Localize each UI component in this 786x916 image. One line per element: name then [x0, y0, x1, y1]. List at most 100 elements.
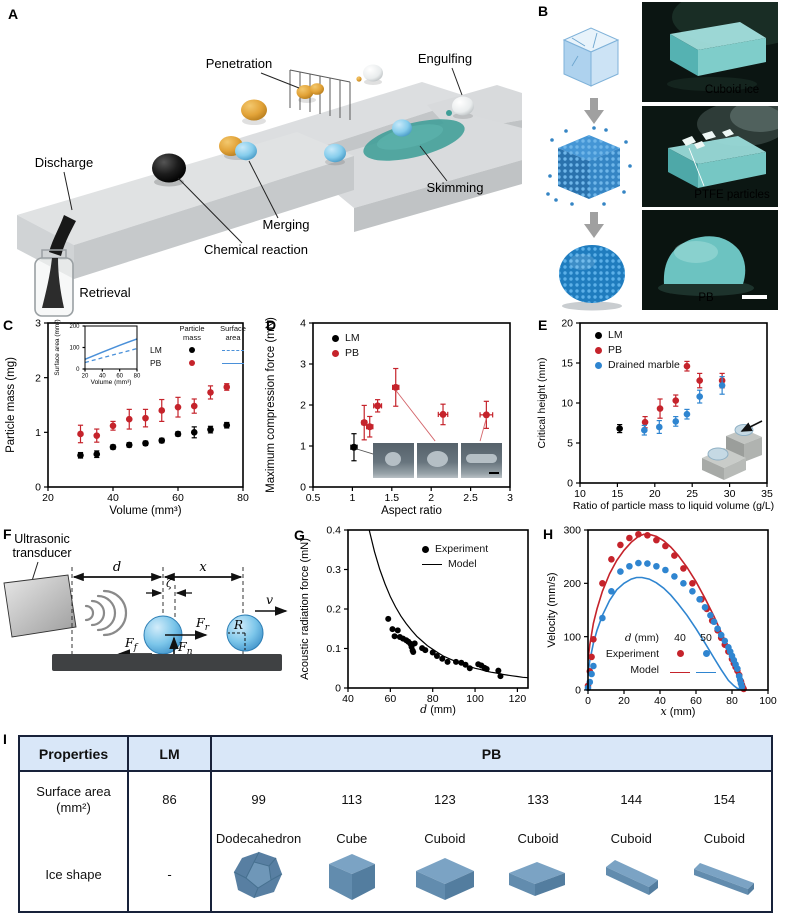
- lm-ice-shape: -: [167, 867, 172, 882]
- svg-text:40: 40: [107, 492, 119, 504]
- scattered-particles: [546, 126, 632, 206]
- svg-text:2: 2: [35, 372, 41, 384]
- svg-text:15: 15: [612, 488, 624, 500]
- svg-text:35: 35: [761, 488, 773, 500]
- panel-g-chart: 40 60 80 100 120 0 0.1 0.2 0.3 0.4 d (mm) Acoustic …: [299, 525, 529, 716]
- experiment-marker: [422, 546, 429, 553]
- discharge-stream: [49, 215, 76, 256]
- panel-f-schematic: Ultrasonic transducer d x ζ Fr Fn Ff: [3, 532, 288, 671]
- lm-line-marker: [222, 349, 244, 351]
- panel-label-b: B: [538, 3, 549, 19]
- legend-model: Model: [448, 557, 477, 570]
- pb-shape-name: Cuboid: [703, 831, 745, 846]
- compression-photo-1: [373, 443, 414, 478]
- svg-text:0: 0: [335, 683, 341, 695]
- label-engulfing: Engulfing: [418, 51, 472, 66]
- ground: [52, 654, 282, 671]
- droplet-penetration-1: [296, 85, 314, 99]
- cuboid-bar-icon: [606, 860, 659, 895]
- d-label: d: [113, 560, 121, 575]
- transducer-label: Ultrasonic transducer: [12, 532, 71, 560]
- svg-text:Ratio of particle mass to liqu: Ratio of particle mass to liquid volume …: [573, 500, 774, 512]
- pb-shape-name: Dodecahedron: [215, 831, 302, 846]
- svg-text:0.5: 0.5: [306, 492, 321, 504]
- svg-text:60: 60: [172, 492, 184, 504]
- panel-a-platform-diagram: Penetration Engulfing Discharge Skimming…: [17, 51, 522, 317]
- svg-text:5: 5: [567, 438, 573, 450]
- particle-coated-cube-icon: [546, 126, 632, 206]
- dodecahedron-icon: [233, 851, 282, 899]
- svg-text:80: 80: [134, 374, 141, 380]
- pb-marker: [189, 360, 195, 367]
- svg-text:40: 40: [342, 693, 354, 705]
- platform-skimming-arm: [302, 115, 522, 232]
- direction-arrow: [740, 420, 763, 432]
- pb-col-6: 154 Cuboid: [678, 772, 771, 911]
- label-merging: Merging: [263, 217, 310, 232]
- model-50-marker: [696, 672, 716, 673]
- panel-g: 40 60 80 100 120 0 0.1 0.2 0.3 0.4 d (mm) Acoustic …: [290, 520, 535, 716]
- svg-text:40: 40: [99, 374, 106, 380]
- svg-text:100: 100: [69, 346, 80, 352]
- svg-text:0.4: 0.4: [326, 525, 341, 537]
- panel-label-f: F: [3, 526, 12, 542]
- legend-col-40: 40: [674, 632, 686, 644]
- force-fr-label: Fr: [195, 615, 210, 633]
- droplet-small-teal: [446, 110, 452, 116]
- droplet-engulfing-top: [363, 64, 383, 82]
- table-header-pb: PB: [212, 737, 771, 772]
- panel-label-a: A: [8, 6, 19, 22]
- cuboid-icon: [509, 862, 566, 896]
- panel-e-legend: LM PB Drained marble: [595, 328, 680, 373]
- legend-col-particle-mass: Particle mass: [179, 324, 205, 342]
- pb-surface-area: 144: [620, 792, 643, 807]
- photo-label: Cuboid ice: [705, 84, 759, 96]
- legend-experiment: Experiment: [435, 542, 489, 555]
- pb-surface-area: 113: [341, 792, 363, 807]
- zeta-label: ζ: [166, 577, 173, 590]
- svg-text:Volume (mm³): Volume (mm³): [91, 379, 132, 386]
- svg-text:200: 200: [563, 578, 581, 590]
- svg-text:1: 1: [349, 492, 355, 504]
- skimming-pool-highlight: [376, 124, 444, 150]
- svg-text:Particle mass (mg): Particle mass (mg): [5, 357, 17, 453]
- svg-text:0: 0: [585, 695, 591, 707]
- svg-text:0: 0: [35, 482, 41, 494]
- lm-marker: [595, 332, 602, 339]
- label-chemical-reaction: Chemical reaction: [204, 242, 308, 257]
- droplet-orange: [241, 99, 267, 121]
- svg-text:100: 100: [563, 631, 581, 643]
- svg-text:Maximum compression force (mN): Maximum compression force (mN): [265, 317, 277, 493]
- svg-text:80: 80: [427, 693, 439, 705]
- svg-text:3: 3: [507, 492, 513, 504]
- legend-lm: LM: [608, 328, 623, 341]
- svg-text:20: 20: [618, 695, 630, 707]
- panel-e: 10 15 20 25 30 35 0 5 10 15 20 Ratio of particle ma…: [525, 315, 786, 515]
- svg-text:3: 3: [35, 318, 41, 330]
- panel-label-e: E: [538, 317, 548, 333]
- svg-text:20: 20: [42, 492, 54, 504]
- svg-text:100: 100: [466, 693, 484, 705]
- photo-cuboid-ice-art: Cuboid ice: [642, 2, 778, 102]
- pb-col-1: 99 Dodecahedron: [212, 772, 305, 911]
- pb-surface-area: 154: [713, 792, 736, 807]
- legend-row-pb: PB: [150, 358, 162, 369]
- svg-text:10: 10: [574, 488, 586, 500]
- particle-ball-icon: [559, 245, 625, 311]
- ice-cube-icon: [562, 27, 620, 87]
- svg-text:60: 60: [385, 693, 397, 705]
- table-header-lm: LM: [129, 737, 212, 772]
- panel-c-inset-chart: 20 40 60 80 0 100 200 Volume (mm³) Surface area …: [54, 319, 141, 386]
- pb-shape-name: Cuboid: [610, 831, 652, 846]
- panel-h-legend: d (mm) 40 50 Experiment Model: [593, 632, 719, 676]
- cuboid-long-bar-icon: [694, 863, 755, 895]
- panel-h-chart: 0 20 40 60 80 100 0 100 200 300 x (mm) Velocity (mm…: [546, 525, 777, 718]
- vial-black-content: [42, 258, 64, 308]
- photo-ptfe-art: PTFE particles: [642, 106, 778, 207]
- droplet-engulfing-right: [452, 96, 474, 116]
- legend-model: Model: [630, 664, 659, 676]
- panel-label-c: C: [3, 317, 14, 333]
- svg-text:0: 0: [300, 482, 306, 494]
- svg-text:20: 20: [649, 488, 661, 500]
- legend-d-mm: d (mm): [624, 632, 659, 644]
